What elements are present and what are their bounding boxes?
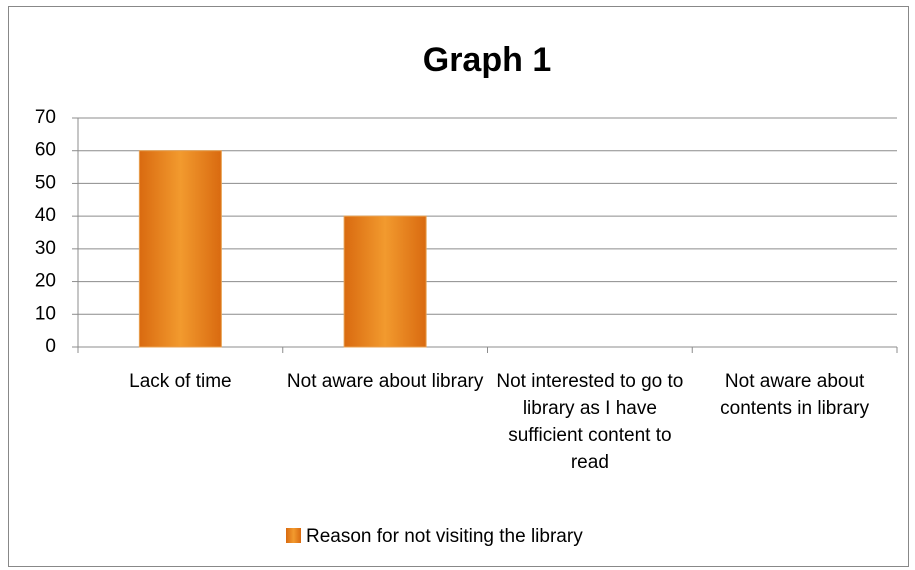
y-tick-label: 20: [35, 271, 56, 292]
chart-title: Graph 1: [423, 41, 551, 79]
y-tick-label: 30: [35, 238, 56, 259]
x-tick-label: Not interested to go to library as I hav…: [496, 371, 684, 473]
y-tick-label: 50: [35, 172, 56, 193]
x-tick-label: Lack of time: [129, 371, 232, 392]
x-tick-label: Not aware about library: [286, 371, 484, 392]
y-tick-label: 10: [35, 303, 56, 324]
bar: [343, 215, 427, 348]
y-tick-label: 0: [45, 336, 56, 357]
bar: [138, 150, 222, 348]
legend-swatch: [286, 528, 301, 543]
y-tick-label: 70: [35, 107, 56, 128]
y-tick-label: 40: [35, 205, 56, 226]
legend-label: Reason for not visiting the library: [306, 526, 583, 547]
x-tick-label: Not aware about contents in library: [720, 371, 870, 419]
y-tick-label: 60: [35, 140, 56, 161]
